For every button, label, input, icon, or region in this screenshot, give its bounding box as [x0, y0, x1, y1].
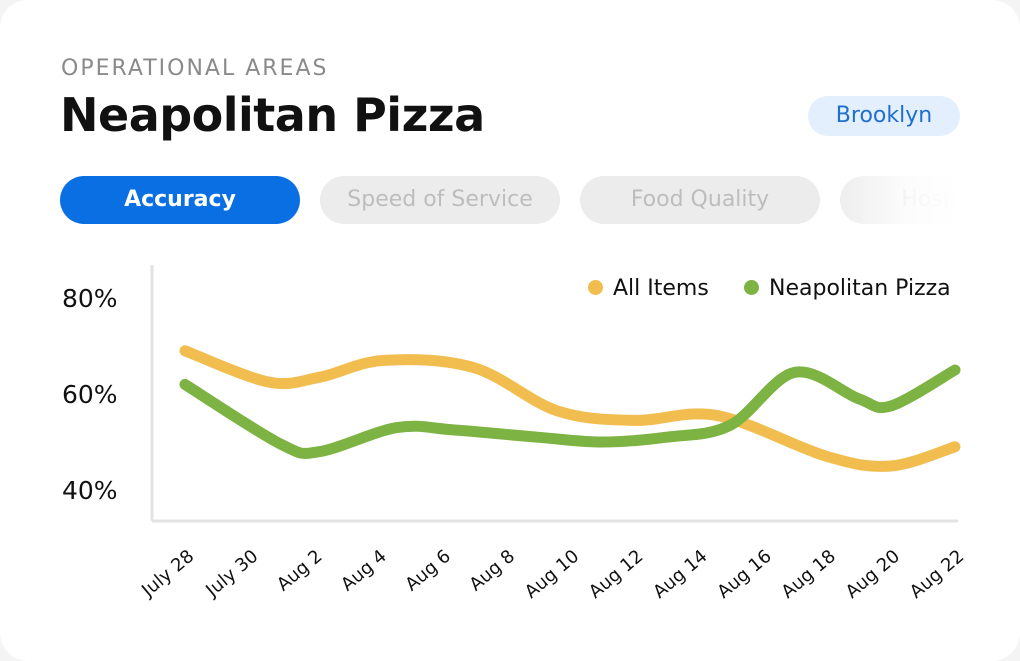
legend-all-items-marker [588, 279, 603, 295]
tab-speed-of-service[interactable]: Speed of Service [320, 176, 560, 224]
legend-neapolitan-pizza[interactable]: Neapolitan Pizza [744, 276, 951, 301]
x-tick-label: Aug 10 [521, 546, 583, 603]
x-tick-label: Aug 2 [273, 546, 327, 596]
x-tick-label: Aug 14 [649, 546, 711, 603]
tab-food-quality[interactable]: Food Quality [580, 176, 820, 224]
x-tick-label: Aug 22 [906, 546, 968, 603]
legend-neapolitan-marker [744, 279, 759, 295]
legend-neapolitan-label: Neapolitan Pizza [769, 276, 951, 301]
x-tick-label: Aug 20 [842, 546, 904, 603]
x-tick-label: July 30 [201, 546, 262, 602]
location-badge[interactable]: Brooklyn [808, 96, 960, 136]
page-title: Neapolitan Pizza [60, 88, 485, 142]
section-eyebrow: OPERATIONAL AREAS [61, 56, 329, 81]
series-line-all-items [179, 345, 961, 472]
x-tick-label: Aug 12 [585, 546, 647, 603]
series-layer [179, 345, 961, 472]
x-tick-label: Aug 8 [465, 546, 519, 596]
legend-all-items[interactable]: All Items [588, 276, 709, 301]
y-tick-label-60: 60% [62, 380, 118, 409]
x-tick-label: July 28 [137, 546, 198, 602]
y-tick-label-40: 40% [62, 476, 118, 505]
series-line-neapolitan-pizza [179, 364, 961, 459]
legend-all-items-label: All Items [613, 276, 709, 301]
x-tick-label: Aug 4 [337, 546, 391, 596]
y-tick-label-80: 80% [62, 284, 118, 313]
x-tick-label: Aug 18 [778, 546, 840, 603]
x-tick-label: Aug 6 [401, 546, 455, 596]
tab-accuracy[interactable]: Accuracy [60, 176, 300, 224]
x-tick-label: Aug 16 [713, 546, 775, 603]
x-tick-labels: July 28 July 30 Aug 2 Aug 4 Aug 6 Aug 8 Aug 10… [137, 546, 968, 603]
